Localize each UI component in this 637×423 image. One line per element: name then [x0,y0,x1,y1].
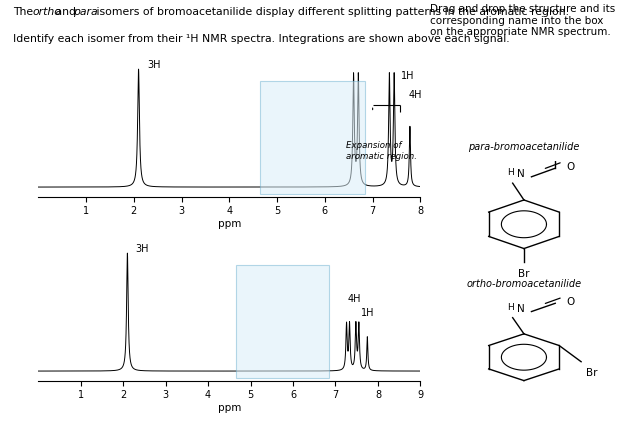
Text: O: O [566,297,575,307]
Text: ortho-bromoacetanilide: ortho-bromoacetanilide [466,280,582,289]
X-axis label: ppm: ppm [218,219,241,229]
Text: 3H: 3H [135,244,148,254]
Text: Br: Br [518,269,530,279]
Text: The: The [13,7,36,17]
Text: N: N [517,170,525,179]
Text: Br: Br [585,368,597,378]
Text: O: O [566,162,575,172]
Text: para-bromoacetanilide: para-bromoacetanilide [468,142,580,152]
Text: isomers of bromoacetanilide display different splitting patterns in the aromatic: isomers of bromoacetanilide display diff… [92,7,569,17]
Text: N: N [517,304,525,314]
Bar [261,81,366,194]
Bar [236,265,329,378]
X-axis label: ppm: ppm [218,403,241,413]
Text: H: H [507,302,513,312]
Text: Identify each isomer from their ¹H NMR spectra. Integrations are shown above eac: Identify each isomer from their ¹H NMR s… [13,35,510,44]
Text: ortho: ortho [32,7,61,17]
Text: 1H: 1H [361,308,375,318]
Text: H: H [507,168,513,177]
Text: para: para [73,7,97,17]
Text: Drag and drop the structure and its
corresponding name into the box
on the appro: Drag and drop the structure and its corr… [430,4,615,37]
Text: and: and [52,7,80,17]
Text: 1H: 1H [401,71,415,81]
Text: 3H: 3H [147,60,161,70]
Text: 4H: 4H [347,294,361,304]
Text: 4H: 4H [408,91,422,100]
Text: Expansion of
aromatic region.: Expansion of aromatic region. [347,141,417,161]
